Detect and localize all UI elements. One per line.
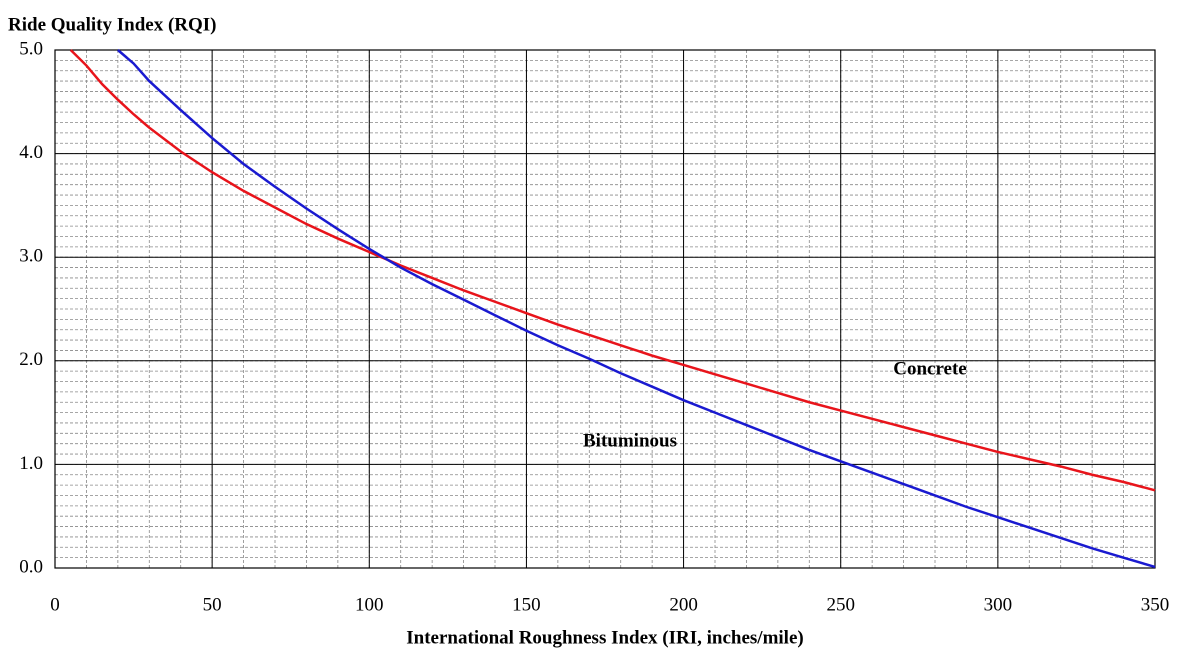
legend-label: Concrete (893, 358, 967, 379)
x-tick-label: 0 (50, 594, 60, 615)
y-tick-label: 2.0 (19, 349, 43, 370)
x-tick-label: 200 (669, 594, 698, 615)
x-tick-label: 300 (984, 594, 1013, 615)
y-tick-label: 1.0 (19, 453, 43, 474)
y-tick-label: 0.0 (19, 556, 43, 577)
x-tick-label: 250 (826, 594, 855, 615)
line (117, 49, 1156, 569)
x-tick-label: 350 (1141, 594, 1170, 615)
x-tick-label: 50 (203, 594, 222, 615)
y-tick-label: 5.0 (19, 38, 43, 59)
x-axis-label: International Roughness Index (IRI, inch… (406, 627, 803, 648)
plot-border (54, 49, 1156, 569)
legend-label: Bituminous (583, 430, 677, 451)
line (69, 49, 1156, 492)
x-tick-label: 100 (355, 594, 384, 615)
y-tick-label: 3.0 (19, 246, 43, 267)
chart-title: Ride Quality Index (RQI) (8, 14, 217, 35)
x-tick-label: 150 (512, 594, 541, 615)
y-tick-label: 4.0 (19, 142, 43, 163)
